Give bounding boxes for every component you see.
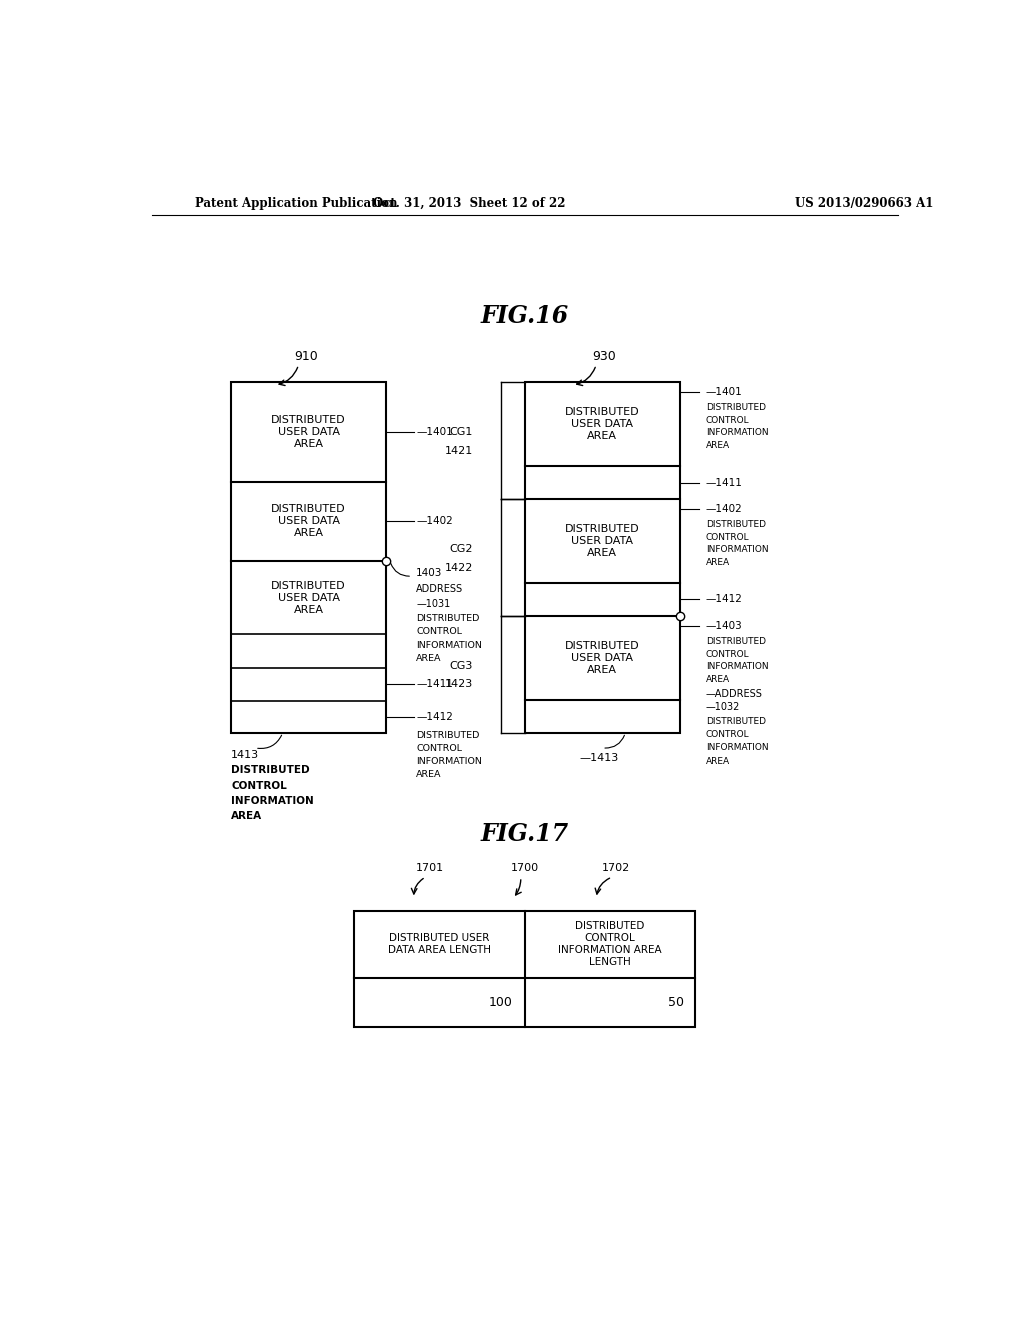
Text: DISTRIBUTED: DISTRIBUTED — [231, 766, 310, 775]
Text: —1413: —1413 — [579, 754, 618, 763]
Text: CONTROL: CONTROL — [231, 780, 287, 791]
Text: —1032: —1032 — [706, 702, 740, 713]
Text: AREA: AREA — [706, 756, 730, 766]
Text: DISTRIBUTED
USER DATA
AREA: DISTRIBUTED USER DATA AREA — [565, 524, 640, 558]
Text: DISTRIBUTED: DISTRIBUTED — [706, 717, 766, 726]
Text: 1423: 1423 — [445, 680, 473, 689]
Text: 50: 50 — [668, 997, 684, 1010]
Text: DISTRIBUTED
USER DATA
AREA: DISTRIBUTED USER DATA AREA — [565, 407, 640, 441]
Text: ADDRESS: ADDRESS — [416, 585, 463, 594]
Text: 1700: 1700 — [511, 863, 539, 873]
Text: DISTRIBUTED
USER DATA
AREA: DISTRIBUTED USER DATA AREA — [565, 640, 640, 675]
Text: DISTRIBUTED: DISTRIBUTED — [706, 636, 766, 645]
Text: CONTROL: CONTROL — [706, 416, 750, 425]
Text: CG2: CG2 — [450, 544, 473, 554]
Text: DISTRIBUTED USER
DATA AREA LENGTH: DISTRIBUTED USER DATA AREA LENGTH — [388, 933, 490, 956]
Text: CONTROL: CONTROL — [706, 730, 750, 739]
Bar — [354, 911, 695, 1027]
Text: FIG.17: FIG.17 — [480, 822, 569, 846]
Text: AREA: AREA — [706, 558, 730, 568]
Text: 1413: 1413 — [231, 750, 259, 760]
Text: DISTRIBUTED: DISTRIBUTED — [416, 731, 479, 739]
Text: DISTRIBUTED: DISTRIBUTED — [416, 614, 479, 623]
Text: 100: 100 — [489, 997, 513, 1010]
Text: INFORMATION: INFORMATION — [706, 663, 768, 671]
Text: AREA: AREA — [706, 441, 730, 450]
Text: AREA: AREA — [416, 771, 441, 779]
Text: DISTRIBUTED
USER DATA
AREA: DISTRIBUTED USER DATA AREA — [271, 414, 346, 449]
Text: DISTRIBUTED
USER DATA
AREA: DISTRIBUTED USER DATA AREA — [271, 581, 346, 615]
Text: —1411: —1411 — [706, 478, 742, 487]
Text: —1412: —1412 — [416, 711, 453, 722]
Text: —1401: —1401 — [416, 426, 453, 437]
Text: 1422: 1422 — [444, 562, 473, 573]
Text: DISTRIBUTED
USER DATA
AREA: DISTRIBUTED USER DATA AREA — [271, 504, 346, 539]
Text: CONTROL: CONTROL — [706, 649, 750, 659]
Text: 910: 910 — [295, 350, 318, 363]
Text: —1402: —1402 — [416, 516, 453, 527]
Text: —1412: —1412 — [706, 594, 742, 605]
Text: DISTRIBUTED
CONTROL
INFORMATION AREA
LENGTH: DISTRIBUTED CONTROL INFORMATION AREA LEN… — [558, 921, 662, 968]
Text: DISTRIBUTED: DISTRIBUTED — [706, 403, 766, 412]
Text: 1701: 1701 — [416, 863, 443, 873]
Text: CG1: CG1 — [450, 428, 473, 437]
Text: CONTROL: CONTROL — [706, 533, 750, 543]
Text: INFORMATION: INFORMATION — [416, 758, 482, 766]
Text: CONTROL: CONTROL — [416, 744, 462, 752]
Text: CG3: CG3 — [450, 661, 473, 671]
Text: INFORMATION: INFORMATION — [231, 796, 314, 805]
Bar — [231, 381, 386, 733]
Bar — [524, 381, 680, 733]
Text: 1403: 1403 — [416, 568, 442, 578]
Text: Patent Application Publication: Patent Application Publication — [196, 197, 398, 210]
Text: AREA: AREA — [416, 653, 441, 663]
Text: 1421: 1421 — [445, 446, 473, 455]
Text: US 2013/0290663 A1: US 2013/0290663 A1 — [795, 197, 933, 210]
Text: INFORMATION: INFORMATION — [706, 743, 768, 752]
Text: INFORMATION: INFORMATION — [416, 640, 482, 649]
Text: INFORMATION: INFORMATION — [706, 428, 768, 437]
Text: —1411: —1411 — [416, 680, 453, 689]
Text: 930: 930 — [592, 350, 616, 363]
Text: —1031: —1031 — [416, 598, 451, 609]
Text: AREA: AREA — [706, 676, 730, 684]
Text: —1403: —1403 — [706, 620, 742, 631]
Text: CONTROL: CONTROL — [416, 627, 462, 636]
Text: DISTRIBUTED: DISTRIBUTED — [706, 520, 766, 529]
Text: —1401: —1401 — [706, 387, 742, 397]
Text: 1702: 1702 — [602, 863, 630, 873]
Text: INFORMATION: INFORMATION — [706, 545, 768, 554]
Text: AREA: AREA — [231, 810, 262, 821]
Text: —ADDRESS: —ADDRESS — [706, 689, 763, 700]
Text: FIG.16: FIG.16 — [480, 304, 569, 327]
Text: —1402: —1402 — [706, 504, 742, 513]
Text: Oct. 31, 2013  Sheet 12 of 22: Oct. 31, 2013 Sheet 12 of 22 — [373, 197, 565, 210]
